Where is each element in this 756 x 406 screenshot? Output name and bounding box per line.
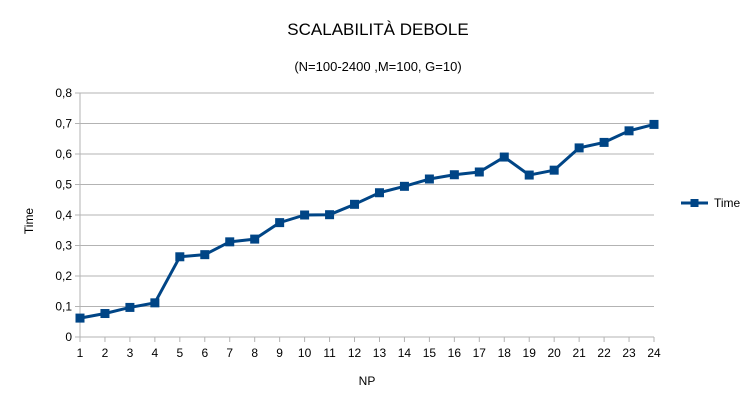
x-tick-label: 24 [647, 346, 661, 360]
y-tick-label: 0 [65, 330, 72, 344]
x-tick-label: 1 [77, 346, 84, 360]
data-point [125, 302, 135, 312]
x-tick-label: 16 [448, 346, 462, 360]
x-tick-label: 7 [226, 346, 233, 360]
data-point [374, 188, 384, 198]
x-tick-label: 22 [597, 346, 611, 360]
x-tick-label: 8 [251, 346, 258, 360]
series-group [75, 119, 659, 323]
legend-marker [690, 199, 699, 207]
x-tick-label: 6 [201, 346, 208, 360]
x-tick-label: 17 [473, 346, 487, 360]
data-point [350, 199, 360, 209]
y-tick-label: 0,4 [55, 208, 72, 222]
data-point [200, 250, 210, 260]
data-point [499, 152, 509, 162]
x-tick-label: 14 [398, 346, 412, 360]
data-point [449, 170, 459, 180]
y-tick-label: 0,6 [55, 147, 72, 161]
data-point [599, 137, 609, 147]
x-tick-label: 23 [622, 346, 636, 360]
gridlines [80, 92, 654, 307]
data-point [574, 143, 584, 153]
y-tick-label: 0,8 [55, 86, 72, 100]
x-tick-label: 11 [323, 346, 336, 360]
x-tick-label: 5 [176, 346, 183, 360]
x-tick-label: 9 [276, 346, 283, 360]
data-point [275, 218, 285, 228]
x-tick-label: 12 [348, 346, 362, 360]
x-tick-label: 13 [373, 346, 387, 360]
x-tick-label: 19 [523, 346, 537, 360]
data-point [150, 298, 160, 308]
chart-title: SCALABILITÀ DEBOLE [287, 20, 468, 39]
data-point [649, 119, 659, 129]
x-axis-label: NP [359, 374, 376, 388]
data-point [75, 313, 85, 323]
x-tick-label: 4 [152, 346, 159, 360]
x-tick-label: 21 [572, 346, 586, 360]
axes [75, 92, 655, 342]
data-point [549, 165, 559, 175]
y-tick-label: 0,1 [55, 300, 72, 314]
x-tick-label: 15 [423, 346, 437, 360]
y-tick-label: 0,7 [55, 117, 72, 131]
data-point [225, 237, 235, 247]
data-point [474, 167, 484, 177]
data-point [175, 252, 185, 262]
x-tick-label: 10 [298, 346, 312, 360]
x-tick-label: 20 [547, 346, 561, 360]
data-point [624, 126, 634, 136]
y-tick-label: 0,5 [55, 178, 72, 192]
y-tick-labels: 0 0,1 0,2 0,3 0,4 0,5 0,6 0,7 0,8 [55, 86, 72, 344]
legend-label: Time [714, 196, 741, 210]
y-tick-label: 0,3 [55, 239, 72, 253]
x-tick-labels: 1 2 3 4 5 6 7 8 9 10 11 12 13 14 15 16 17 18 19 20 21 22 23 24 [77, 346, 661, 360]
data-point [250, 234, 260, 244]
x-tick-label: 2 [102, 346, 109, 360]
x-tick-label: 3 [127, 346, 134, 360]
data-point [325, 210, 335, 220]
chart-subtitle: (N=100-2400 ,M=100, G=10) [294, 59, 461, 74]
legend: Time [681, 196, 741, 210]
data-point [300, 210, 310, 220]
data-point [424, 174, 434, 184]
y-axis-label: Time [22, 208, 36, 235]
data-point [524, 170, 534, 180]
data-point [399, 181, 409, 191]
y-tick-label: 0,2 [55, 269, 72, 283]
x-tick-label: 18 [498, 346, 512, 360]
series-line [79, 122, 655, 320]
data-point [100, 309, 110, 319]
